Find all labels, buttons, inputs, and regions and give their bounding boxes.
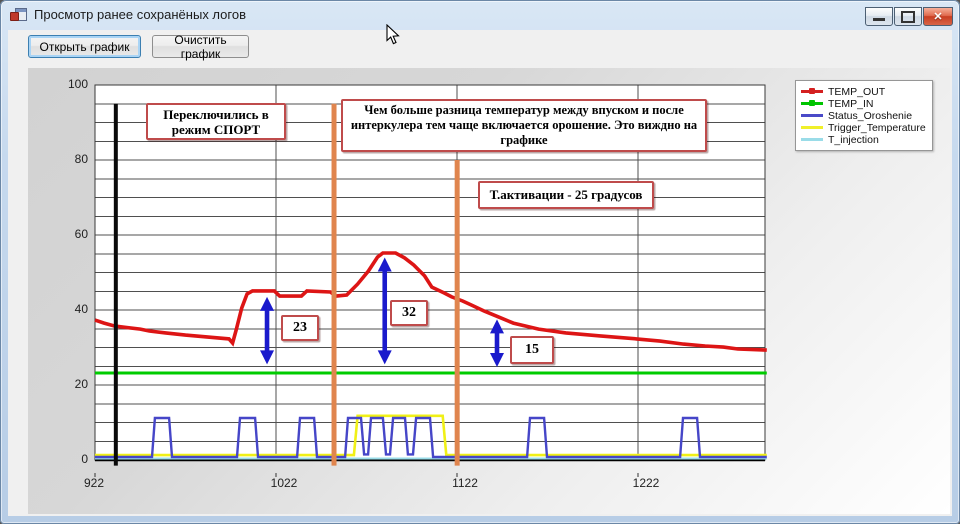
series-Status_Oroshenie	[95, 416, 767, 459]
legend-marker-icon	[801, 114, 823, 117]
title-bar: Просмотр ранее сохранёных логов ✕	[0, 0, 960, 30]
y-tick-80: 80	[74, 152, 88, 166]
callout-delta-32: 32	[390, 300, 428, 326]
chart-legend: TEMP_OUT TEMP_IN Status_Oroshenie Trigge…	[795, 80, 933, 151]
open-graph-button[interactable]: Открыть график	[28, 35, 141, 58]
minimize-icon	[873, 18, 885, 21]
app-icon	[10, 7, 27, 23]
series-TEMP_OUT	[94, 251, 767, 352]
callout-activation-temperature: Т.активации - 25 градусов	[478, 181, 654, 209]
series-Trigger_Temperature	[95, 414, 767, 457]
clear-graph-button[interactable]: Очистить график	[152, 33, 249, 61]
legend-marker-icon	[801, 88, 823, 94]
close-button[interactable]: ✕	[923, 7, 953, 26]
y-tick-60: 60	[74, 227, 88, 241]
y-tick-0: 0	[81, 452, 88, 466]
x-tick-922: 922	[83, 476, 105, 490]
y-tick-40: 40	[74, 302, 88, 316]
legend-item-temp-out: TEMP_OUT	[801, 86, 927, 98]
legend-marker-icon	[801, 100, 823, 106]
y-tick-20: 20	[74, 377, 88, 391]
legend-item-t-injection: T_injection	[801, 134, 927, 146]
maximize-icon	[901, 10, 915, 23]
legend-marker-icon	[801, 138, 823, 141]
y-tick-100: 100	[67, 77, 88, 91]
callout-delta-23: 23	[281, 315, 319, 341]
maximize-button[interactable]	[894, 7, 922, 26]
legend-item-temp-in: TEMP_IN	[801, 98, 927, 110]
legend-marker-icon	[801, 126, 823, 129]
callout-sport-mode: Переключились в режим СПОРТ	[146, 103, 286, 140]
legend-item-status-oroshenie: Status_Oroshenie	[801, 110, 927, 122]
mouse-cursor	[386, 24, 400, 45]
minimize-button[interactable]	[865, 7, 893, 26]
callout-temperature-difference: Чем больше разница температур между впус…	[341, 99, 707, 152]
x-tick-1022: 1022	[270, 476, 298, 490]
legend-item-trigger-temperature: Trigger_Temperature	[801, 122, 927, 134]
x-tick-1122: 1122	[452, 476, 478, 490]
callout-delta-15: 15	[510, 336, 554, 364]
window-title: Просмотр ранее сохранёных логов	[34, 7, 246, 22]
app-icon-red-square	[10, 12, 19, 21]
x-tick-1222: 1222	[632, 476, 660, 490]
close-icon: ✕	[933, 11, 943, 23]
